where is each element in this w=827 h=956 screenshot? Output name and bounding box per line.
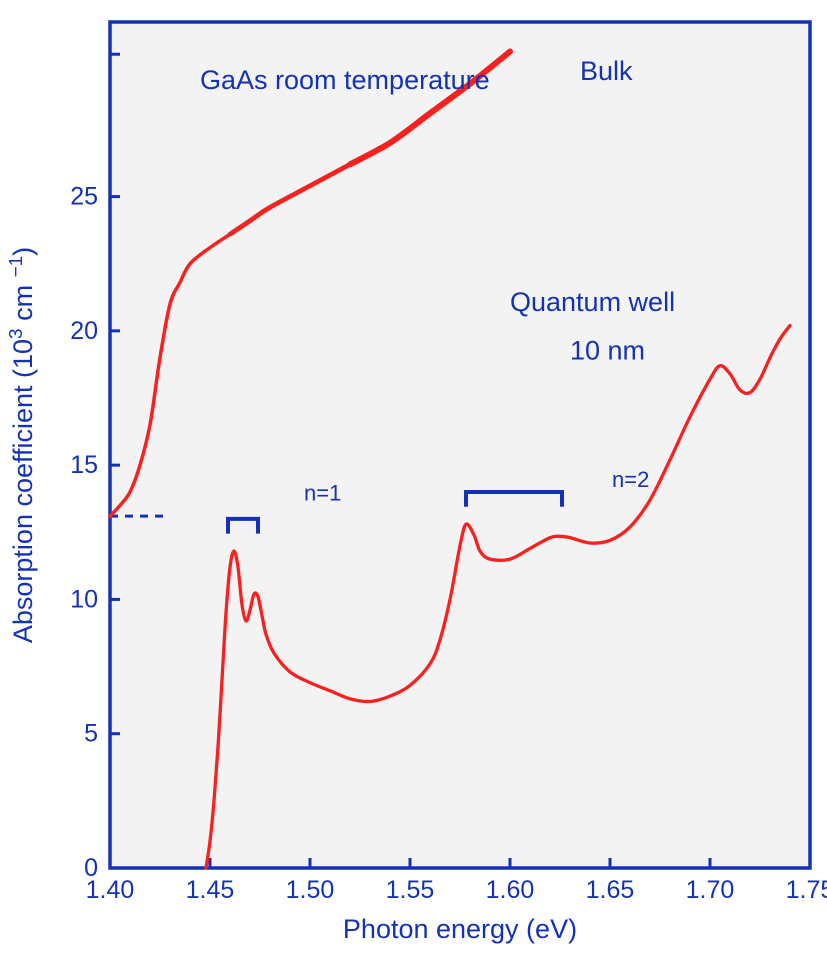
svg-text:1.60: 1.60	[486, 876, 535, 904]
absorption-chart: 1.401.451.501.551.601.651.701.75 0510152…	[0, 0, 827, 956]
bulk-label: Bulk	[580, 56, 633, 86]
n1-label: n=1	[304, 480, 341, 505]
svg-text:10: 10	[70, 585, 98, 613]
chart-title: GaAs room temperature	[200, 65, 490, 95]
y-axis-label: Absorption coefficient (103 cm −1)	[6, 247, 39, 643]
plot-area-bg	[110, 22, 810, 868]
svg-text:20: 20	[70, 317, 98, 345]
svg-text:25: 25	[70, 183, 98, 211]
n2-label: n=2	[612, 467, 649, 492]
qw-label: Quantum well	[510, 287, 675, 317]
svg-text:1.45: 1.45	[186, 876, 235, 904]
x-axis-label: Photon energy (eV)	[343, 914, 577, 944]
x-tick-labels: 1.401.451.501.551.601.651.701.75	[86, 876, 827, 904]
svg-text:1.50: 1.50	[286, 876, 335, 904]
svg-text:1.55: 1.55	[386, 876, 435, 904]
svg-text:5: 5	[84, 720, 98, 748]
svg-text:1.70: 1.70	[686, 876, 735, 904]
svg-text:1.65: 1.65	[586, 876, 635, 904]
svg-text:1.75: 1.75	[786, 876, 827, 904]
svg-text:15: 15	[70, 451, 98, 479]
svg-text:0: 0	[84, 854, 98, 882]
y-tick-labels: 0 5 10 15 20 25	[70, 183, 98, 882]
qw-sublabel: 10 nm	[570, 335, 645, 365]
